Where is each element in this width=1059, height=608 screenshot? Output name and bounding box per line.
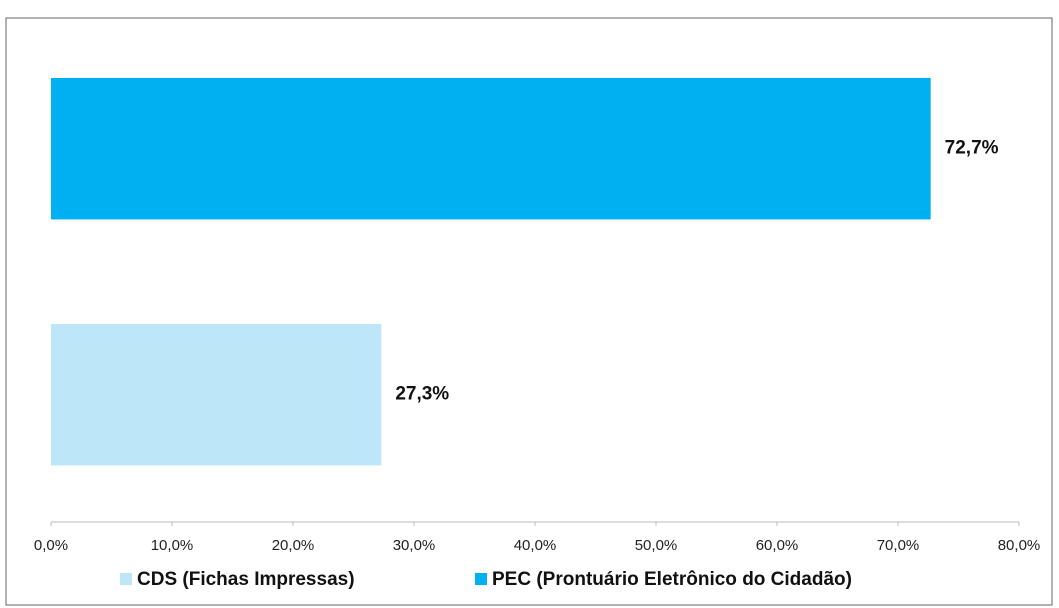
x-tick-label: 0,0% bbox=[34, 537, 68, 554]
legend-label: PEC (Prontuário Eletrônico do Cidadão) bbox=[492, 569, 852, 590]
x-tick-label: 60,0% bbox=[756, 537, 799, 554]
bar bbox=[51, 77, 931, 220]
legend-label: CDS (Fichas Impressas) bbox=[137, 569, 355, 590]
x-tick-label: 20,0% bbox=[272, 537, 315, 554]
bar bbox=[51, 323, 382, 466]
chart-frame bbox=[5, 17, 1053, 606]
x-tick-label: 50,0% bbox=[635, 537, 678, 554]
data-label: 27,3% bbox=[395, 384, 449, 405]
data-label: 72,7% bbox=[945, 138, 999, 159]
legend-swatch bbox=[475, 573, 487, 585]
legend-swatch bbox=[120, 573, 132, 585]
x-tick-label: 80,0% bbox=[998, 537, 1041, 554]
x-tick-label: 30,0% bbox=[393, 537, 436, 554]
x-tick-label: 40,0% bbox=[514, 537, 557, 554]
x-tick-label: 70,0% bbox=[877, 537, 920, 554]
x-tick-label: 10,0% bbox=[151, 537, 194, 554]
